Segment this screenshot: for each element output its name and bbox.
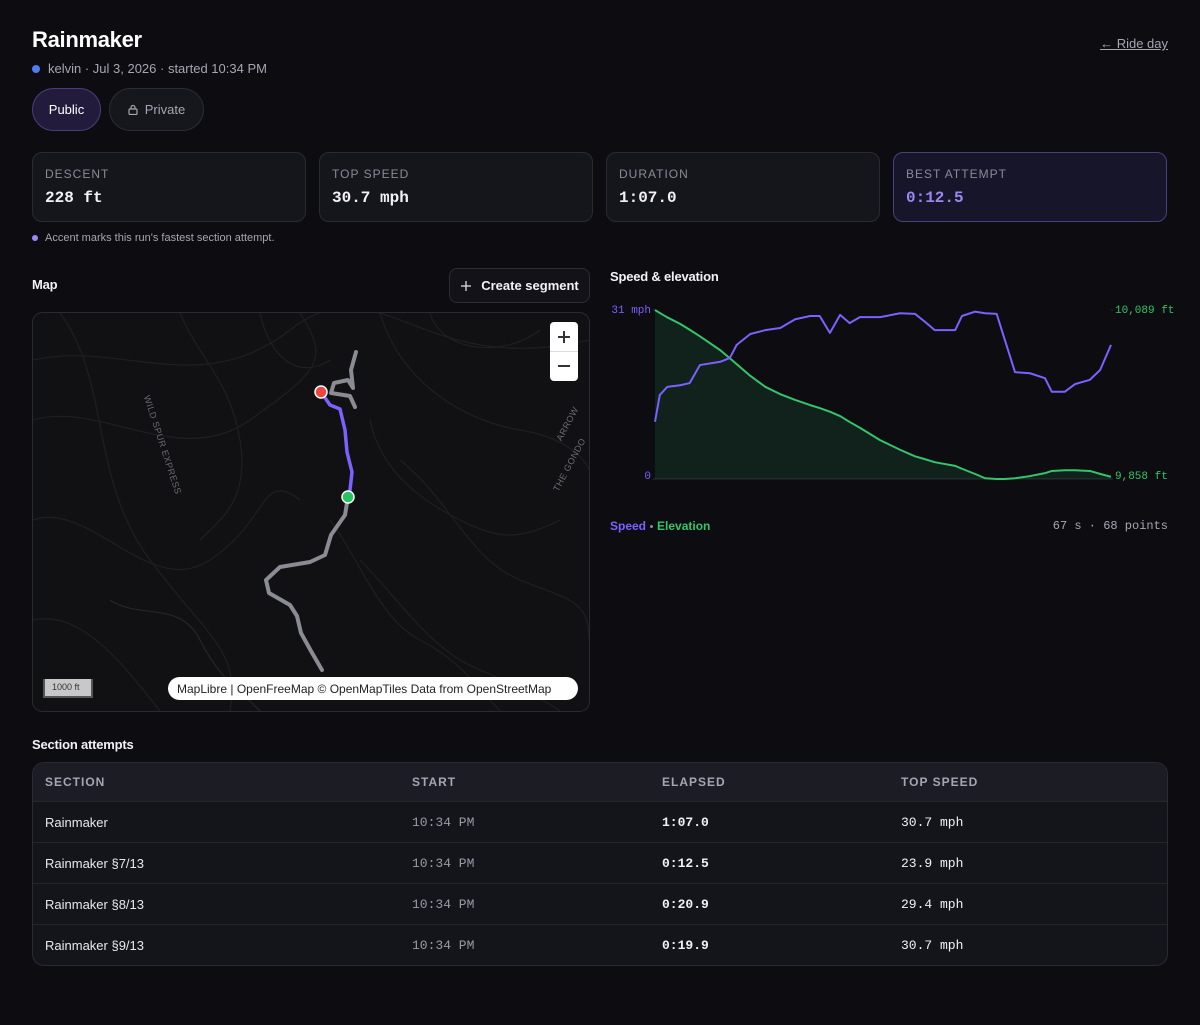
stat-card: TOP SPEED 30.7 mph	[319, 152, 593, 222]
route-track	[264, 495, 350, 672]
table-row[interactable]: Rainmaker §9/13 10:34 PM 0:19.9 30.7 mph	[33, 924, 1167, 965]
note-text: Accent marks this run's fastest section …	[45, 232, 275, 244]
zoom-control	[550, 322, 578, 381]
rider-dot	[32, 64, 40, 73]
stat-card: BEST ATTEMPT 0:12.5	[893, 152, 1167, 222]
column-header: TOP SPEED	[901, 775, 979, 789]
lock-icon	[128, 104, 138, 115]
meta-text: kelvin · Jul 3, 2026 · started 10:34 PM	[48, 61, 267, 76]
visibility-option[interactable]: Private	[109, 88, 204, 131]
table-header: SECTION START ELAPSED TOP SPEED	[33, 763, 1167, 801]
create-segment-button[interactable]: Create segment	[449, 268, 590, 303]
stat-value: 30.7 mph	[332, 189, 409, 207]
route	[264, 350, 358, 672]
table-title: Section attempts	[32, 737, 134, 752]
stat-label: DURATION	[619, 167, 689, 181]
table-cell: Rainmaker §8/13	[45, 896, 144, 912]
legend-separator	[650, 524, 654, 528]
run-title: Rainmaker	[32, 27, 142, 52]
map-scale: 1000 ft	[43, 679, 93, 698]
table-cell: 10:34 PM	[412, 896, 475, 912]
visibility-option[interactable]: Public	[32, 88, 101, 131]
stat-card: DURATION 1:07.0	[606, 152, 880, 222]
map-frame	[32, 312, 590, 712]
table-cell: 0:19.9	[662, 937, 709, 953]
run-meta: kelvin · Jul 3, 2026 · started 10:34 PM	[32, 61, 267, 76]
table-cell: 30.7 mph	[901, 937, 964, 953]
route-section	[319, 390, 354, 499]
table-cell: 1:07.0	[662, 814, 709, 830]
table-row[interactable]: Rainmaker §8/13 10:34 PM 0:20.9 29.4 mph	[33, 883, 1167, 924]
stat-value: 1:07.0	[619, 189, 677, 207]
table-cell: 0:20.9	[662, 896, 709, 912]
table-cell: 0:12.5	[662, 855, 709, 871]
map-terrain	[33, 313, 589, 711]
accent-note: Accent marks this run's fastest section …	[32, 232, 275, 244]
column-header: SECTION	[45, 775, 106, 789]
chart-summary: 67 s · 68 points	[1052, 519, 1168, 533]
legend-entry: Speed	[610, 519, 647, 533]
attempts-table: SECTION START ELAPSED TOP SPEED Rainmaker 10:…	[32, 762, 1168, 966]
start-marker	[341, 490, 355, 504]
plus-icon	[461, 280, 472, 291]
table-cell: Rainmaker §9/13	[45, 937, 144, 953]
stat-value: 228 ft	[45, 189, 103, 207]
area	[655, 310, 1111, 479]
series-line	[654, 309, 1112, 480]
y-tick-label: 0	[644, 471, 651, 483]
table-cell: 30.7 mph	[901, 814, 964, 830]
route-track	[329, 350, 358, 409]
end-marker	[314, 385, 328, 399]
column-header: ELAPSED	[662, 775, 726, 789]
accent-dot	[32, 235, 38, 241]
y2-tick-label: 9,858 ft	[1115, 471, 1168, 483]
table-cell: 23.9 mph	[901, 855, 964, 871]
y2-tick-label: 10,089 ft	[1115, 305, 1174, 317]
table-cell: 10:34 PM	[412, 814, 475, 830]
legend-entry: Elevation	[657, 519, 711, 533]
column-header: START	[412, 775, 457, 789]
stat-label: BEST ATTEMPT	[906, 167, 1007, 181]
back-link[interactable]: ← Ride day	[1100, 36, 1168, 51]
map-attribution: MapLibre | OpenFreeMap © OpenMapTiles Da…	[168, 677, 578, 700]
table-cell: Rainmaker	[45, 814, 108, 830]
table-cell: Rainmaker §7/13	[45, 855, 144, 871]
y-tick-label: 31 mph	[611, 305, 651, 317]
table-row[interactable]: Rainmaker 10:34 PM 1:07.0 30.7 mph	[33, 801, 1167, 842]
legend: Speed Elevation	[610, 519, 710, 533]
stat-label: DESCENT	[45, 167, 110, 181]
table-cell: 10:34 PM	[412, 855, 475, 871]
chart-footer: Speed Elevation 67 s · 68 points	[610, 519, 1168, 533]
option-label: Private	[144, 102, 186, 117]
stat-card: DESCENT 228 ft	[32, 152, 306, 222]
table-row[interactable]: Rainmaker §7/13 10:34 PM 0:12.5 23.9 mph	[33, 842, 1167, 883]
chart-title: Speed & elevation	[610, 269, 719, 284]
table-cell: 10:34 PM	[412, 937, 475, 953]
zoom-in[interactable]	[558, 331, 570, 343]
table-cell: 29.4 mph	[901, 896, 964, 912]
button-label: Create segment	[481, 278, 579, 293]
stat-label: TOP SPEED	[332, 167, 410, 181]
series-line	[654, 310, 1112, 422]
stat-value: 0:12.5	[906, 189, 964, 207]
option-label: Public	[48, 102, 85, 117]
map-title: Map	[32, 277, 58, 292]
